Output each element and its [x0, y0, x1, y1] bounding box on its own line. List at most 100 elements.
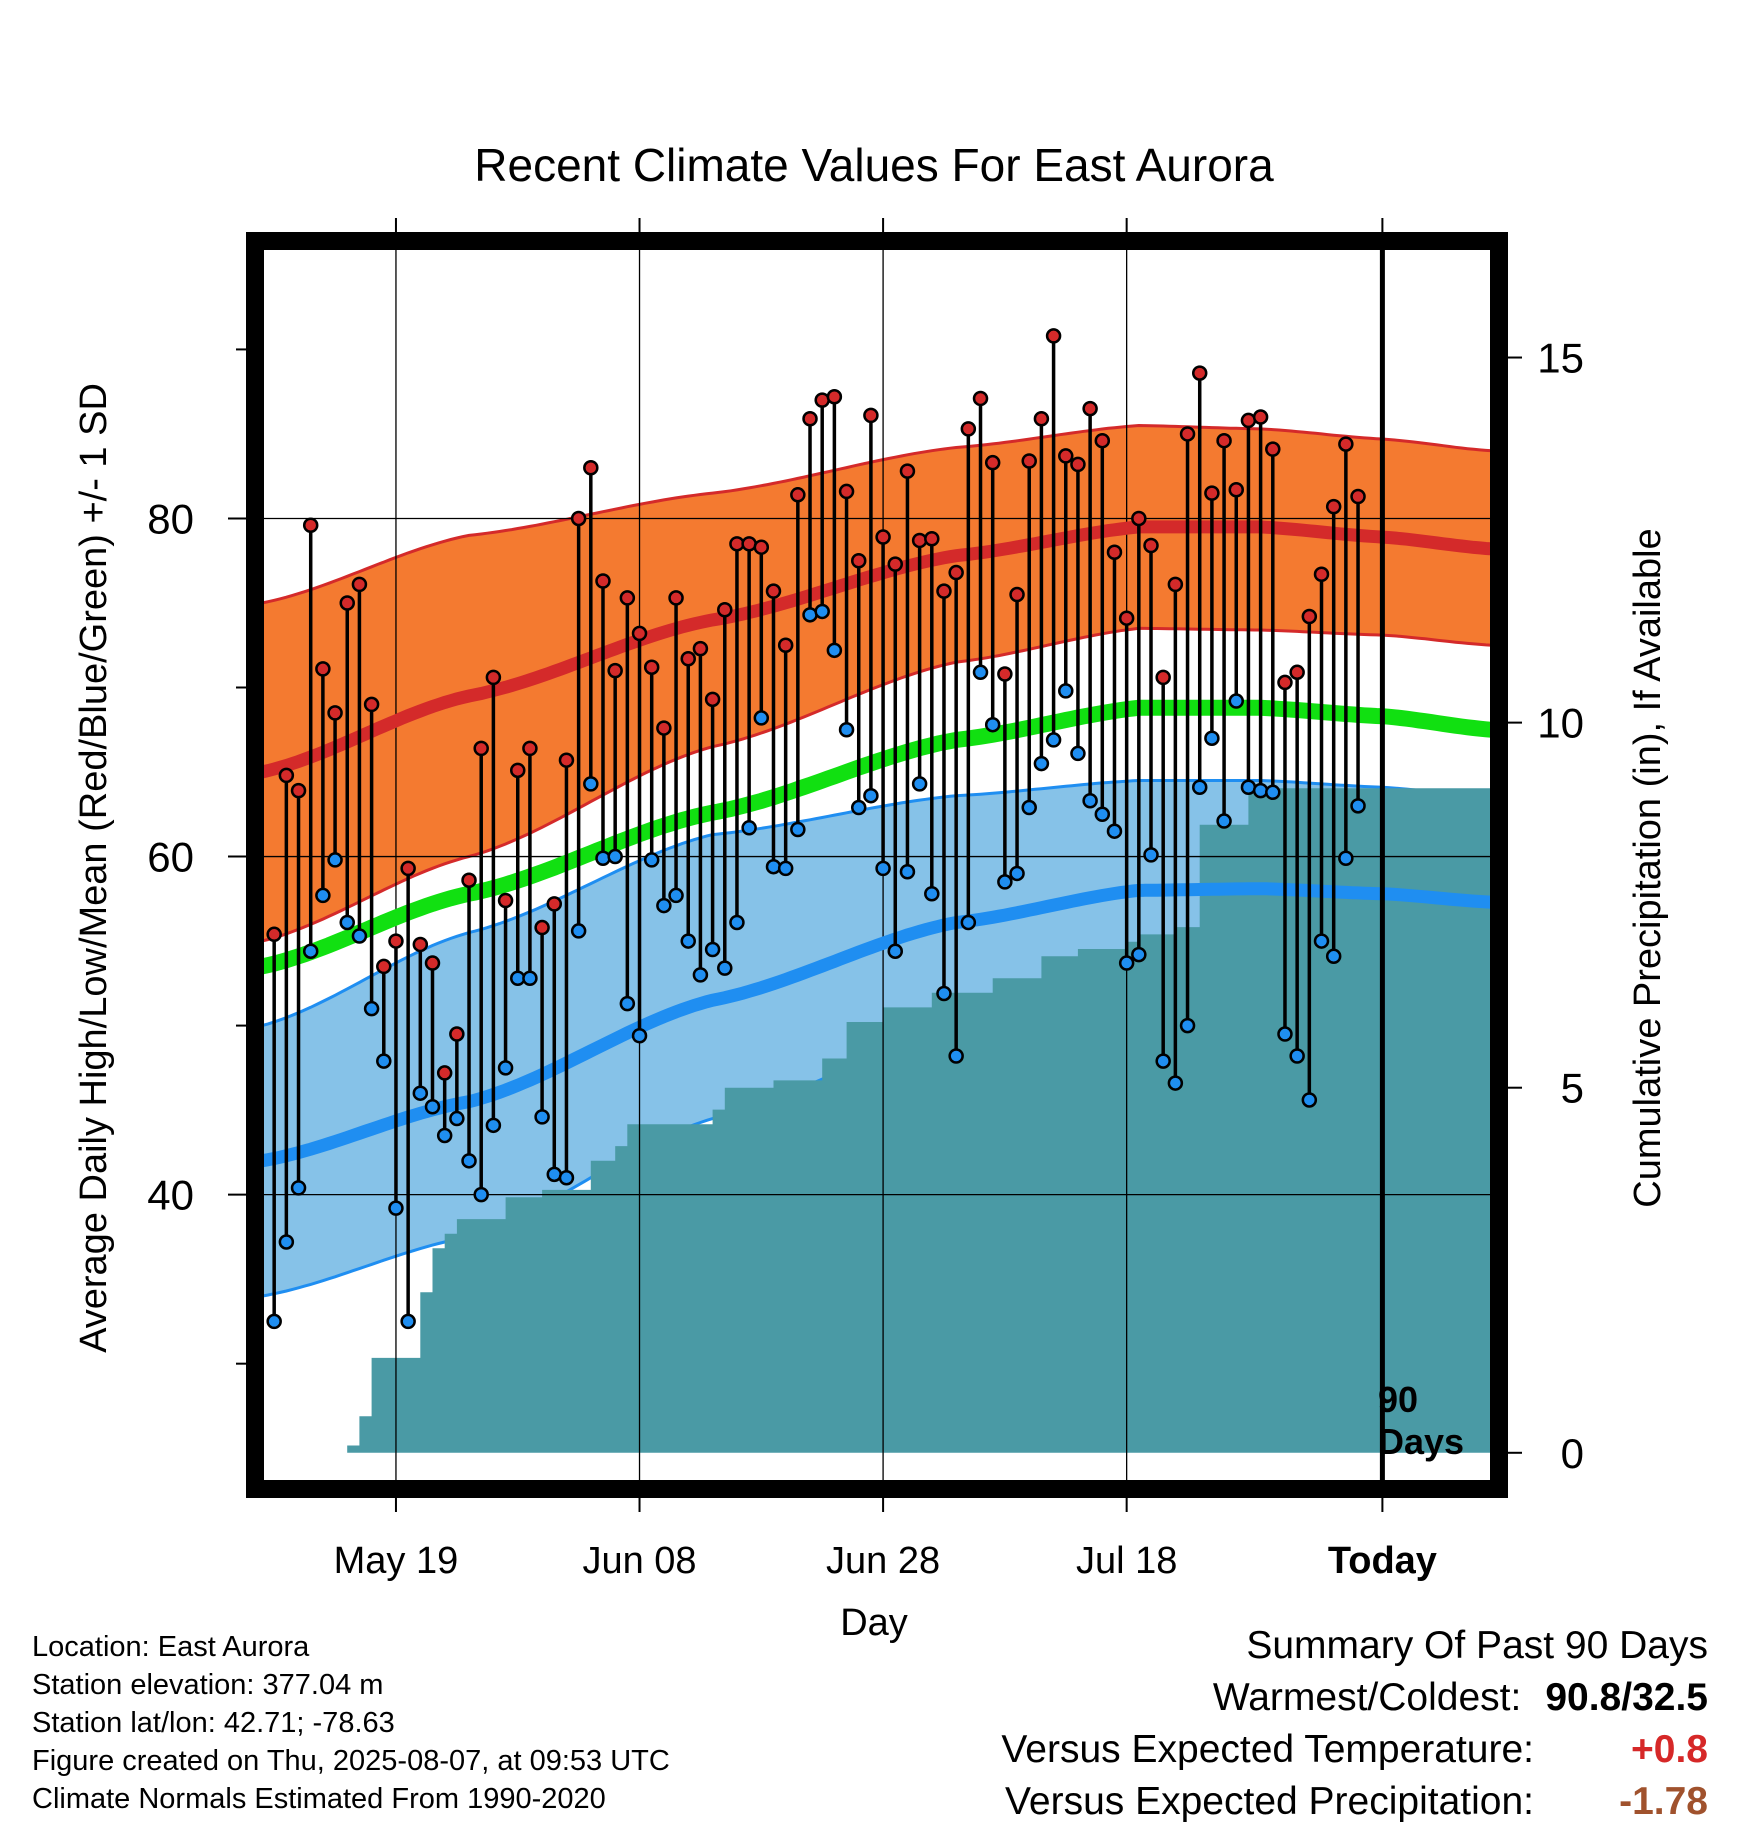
- daily-high-point: [1009, 586, 1025, 603]
- daily-low-point: [1252, 782, 1269, 799]
- daily-high-point: [497, 892, 514, 909]
- x-tick-label: Today: [1328, 1540, 1437, 1582]
- daily-high-point: [1058, 448, 1074, 464]
- daily-high-point: [449, 1026, 465, 1042]
- daily-low-point: [534, 1109, 550, 1125]
- daily-high-point: [924, 531, 940, 547]
- precip-area: [262, 788, 1492, 1453]
- daily-low-point: [960, 914, 977, 931]
- daily-low-point: [765, 858, 782, 875]
- normal-mean-line: [260, 699, 1493, 975]
- normal-low-band-upper-edge: [261, 779, 1493, 1028]
- daily-low-point: [729, 914, 745, 931]
- daily-low-point: [1009, 865, 1025, 882]
- daily-high-point: [522, 740, 538, 757]
- daily-low-point: [1216, 813, 1232, 829]
- normal-low-line: [260, 882, 1493, 1168]
- daily-high-point: [619, 590, 636, 606]
- daily-low-point: [570, 923, 587, 939]
- latlon-text: Station lat/lon: 42.71; -78.63: [32, 1707, 395, 1739]
- daily-low-point: [668, 887, 684, 904]
- daily-low-point: [497, 1060, 514, 1076]
- daily-low-point: [412, 1085, 429, 1101]
- daily-low-point: [838, 722, 855, 738]
- cumulative-precip-area: [262, 788, 1492, 1453]
- daily-high-point: [461, 872, 477, 888]
- daily-high-point: [1313, 566, 1330, 582]
- daily-low-point: [814, 603, 830, 620]
- y-right-tick-label: 15: [1537, 335, 1584, 382]
- normal-lines: [260, 520, 1493, 1168]
- x-tick-label: May 19: [334, 1540, 459, 1582]
- daily-low-point: [1277, 1026, 1293, 1042]
- y-right-tick-label: 5: [1561, 1065, 1584, 1112]
- daily-low-point: [924, 885, 940, 902]
- y-left-tick-label: 40: [147, 1172, 194, 1219]
- daily-low-point: [948, 1048, 964, 1064]
- daily-high-point: [1070, 456, 1086, 473]
- axes: May 19 Jun 08 Jun 28 Jul 18 Today 40 60 80 0 5 10 1…: [147, 218, 1584, 1582]
- daily-high-point: [948, 564, 964, 581]
- daily-high-point: [936, 583, 952, 599]
- daily-low-point: [704, 941, 721, 958]
- daily-high-point: [570, 510, 587, 527]
- daily-high-point: [1045, 328, 1062, 344]
- daily-high-point: [485, 669, 502, 686]
- daily-high-point: [376, 958, 392, 975]
- y-left-tick-label: 60: [147, 834, 194, 881]
- daily-low-point: [1045, 732, 1062, 748]
- daily-low-point: [1338, 850, 1354, 866]
- temp-label: Versus Expected Temperature:: [1001, 1728, 1534, 1771]
- daily-high-point: [1094, 432, 1111, 449]
- warm-cold-value: 90.8/32.5: [1545, 1676, 1708, 1719]
- daily-low-point: [619, 995, 636, 1012]
- elevation-text: Station elevation: 377.04 m: [32, 1669, 384, 1701]
- daily-low-point: [400, 1313, 416, 1330]
- daily-low-point: [1033, 755, 1050, 772]
- daily-high-point: [643, 659, 660, 675]
- daily-high-point: [656, 720, 672, 736]
- daily-high-point: [583, 460, 599, 476]
- daily-low-point: [473, 1186, 489, 1203]
- daily-high-point: [509, 762, 526, 779]
- daily-low-point: [1167, 1075, 1184, 1091]
- daily-high-point: [595, 573, 611, 589]
- precip-label: Versus Expected Precipitation:: [1005, 1780, 1534, 1823]
- temp-value: +0.8: [1631, 1728, 1708, 1771]
- daily-high-point: [960, 421, 977, 437]
- daily-high-point: [863, 407, 879, 424]
- daily-high-point: [1021, 453, 1037, 469]
- daily-high-point: [777, 637, 794, 653]
- y-left-tick-label: 80: [147, 495, 194, 542]
- daily-low-point: [911, 776, 928, 792]
- daily-high-point: [534, 919, 550, 936]
- daily-high-point: [704, 691, 721, 708]
- warm-cold-label: Warmest/Coldest:: [1212, 1676, 1522, 1719]
- daily-low-point: [863, 787, 879, 804]
- daily-high-point: [546, 896, 563, 912]
- today-marker-days-label: Days: [1378, 1421, 1464, 1462]
- daily-low-point: [1094, 806, 1111, 823]
- daily-low-point: [972, 664, 989, 681]
- daily-high-point: [1143, 537, 1159, 554]
- summary-panel: Summary Of Past 90 Days Warmest/Coldest:…: [1001, 1620, 1708, 1828]
- daily-low-point: [741, 820, 757, 836]
- daily-low-point: [1228, 693, 1245, 709]
- daily-low-point: [899, 864, 916, 880]
- daily-low-point: [595, 850, 611, 866]
- daily-high-point: [1301, 608, 1318, 625]
- daily-low-point: [1070, 745, 1086, 762]
- daily-high-point: [1118, 610, 1135, 626]
- y-right-tick-label: 0: [1561, 1430, 1584, 1477]
- normals-text: Climate Normals Estimated From 1990-2020: [32, 1783, 606, 1815]
- daily-low-point: [607, 848, 623, 865]
- daily-high-point: [1179, 426, 1196, 442]
- daily-high-point: [911, 532, 928, 549]
- daily-high-point: [631, 625, 648, 642]
- x-tick-label: Jun 28: [826, 1540, 940, 1582]
- daily-high-point: [1204, 485, 1220, 501]
- daily-low-point: [997, 874, 1013, 890]
- summary-heading: Summary Of Past 90 Days: [1246, 1624, 1708, 1667]
- daily-high-point: [400, 860, 416, 877]
